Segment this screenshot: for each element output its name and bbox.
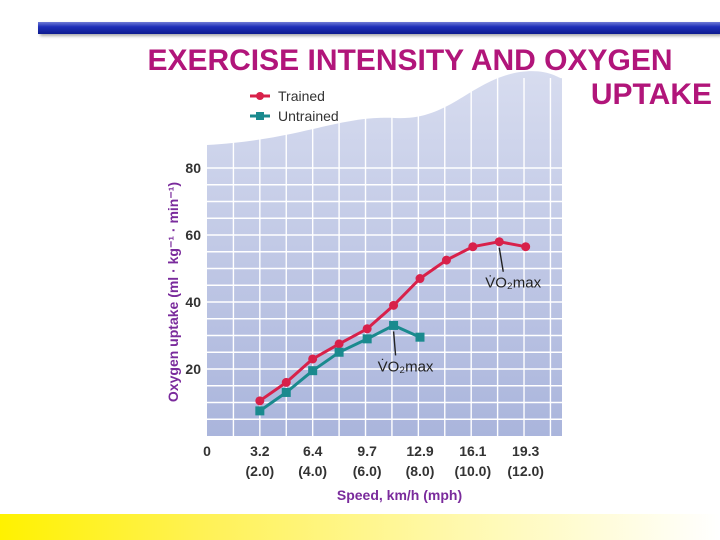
- legend-marker: [256, 112, 264, 120]
- data-point-trained: [281, 377, 291, 387]
- x-tick-label-mph: (2.0): [245, 463, 274, 479]
- data-point-untrained: [362, 334, 372, 344]
- data-point-untrained: [334, 347, 344, 357]
- y-tick-label: 20: [185, 361, 201, 377]
- y-tick-label: 40: [185, 294, 201, 310]
- annotation-leader-line: [392, 331, 397, 356]
- x-origin-label: 0: [203, 443, 211, 459]
- data-point-untrained: [281, 387, 291, 397]
- x-tick-label-km: 6.4: [303, 443, 323, 459]
- data-point-trained: [468, 242, 478, 252]
- data-point-trained: [441, 255, 451, 265]
- x-tick-label-mph: (10.0): [455, 463, 492, 479]
- data-point-trained: [494, 237, 504, 247]
- data-point-trained: [362, 324, 372, 334]
- data-point-trained: [308, 354, 318, 364]
- x-tick-label-mph: (8.0): [406, 463, 435, 479]
- plot-background: [207, 71, 562, 436]
- data-point-untrained: [255, 406, 265, 416]
- x-tick-label-km: 16.1: [459, 443, 486, 459]
- slide-title: EXERCISE INTENSITY AND OXYGEN UPTAKE: [108, 44, 712, 112]
- x-tick-label-mph: (6.0): [353, 463, 382, 479]
- data-point-untrained: [415, 332, 425, 342]
- data-point-trained: [334, 339, 344, 349]
- y-axis-title: Oxygen uptake (ml · kg⁻¹ · min⁻¹): [165, 182, 181, 402]
- legend-marker: [256, 92, 264, 100]
- slide-title-line-2: UPTAKE: [590, 78, 712, 111]
- legend-label: Untrained: [278, 108, 339, 124]
- data-point-untrained: [389, 320, 399, 330]
- data-point-trained: [521, 242, 531, 252]
- data-point-untrained: [308, 366, 318, 376]
- top-decorative-bar: [38, 22, 720, 34]
- annotation-vo2max: V̇O₂max: [485, 274, 541, 291]
- annotation-leader-line: [498, 247, 504, 272]
- x-tick-label-mph: (12.0): [507, 463, 544, 479]
- legend-label: Trained: [278, 88, 325, 104]
- annotation-vo2max: V̇O₂max: [378, 358, 434, 375]
- y-tick-label: 60: [185, 227, 201, 243]
- x-tick-label-km: 12.9: [406, 443, 433, 459]
- data-point-trained: [415, 274, 425, 284]
- x-tick-label-km: 9.7: [357, 443, 377, 459]
- data-point-trained: [255, 396, 265, 406]
- x-axis-title: Speed, km/h (mph): [337, 487, 462, 503]
- data-point-trained: [389, 300, 399, 310]
- x-tick-label-km: 19.3: [512, 443, 539, 459]
- x-tick-label-km: 3.2: [250, 443, 270, 459]
- x-tick-label-mph: (4.0): [298, 463, 327, 479]
- slide-title-line-1: EXERCISE INTENSITY AND OXYGEN: [147, 44, 673, 77]
- y-tick-label: 80: [185, 160, 201, 176]
- bottom-decorative-bar: [0, 514, 720, 540]
